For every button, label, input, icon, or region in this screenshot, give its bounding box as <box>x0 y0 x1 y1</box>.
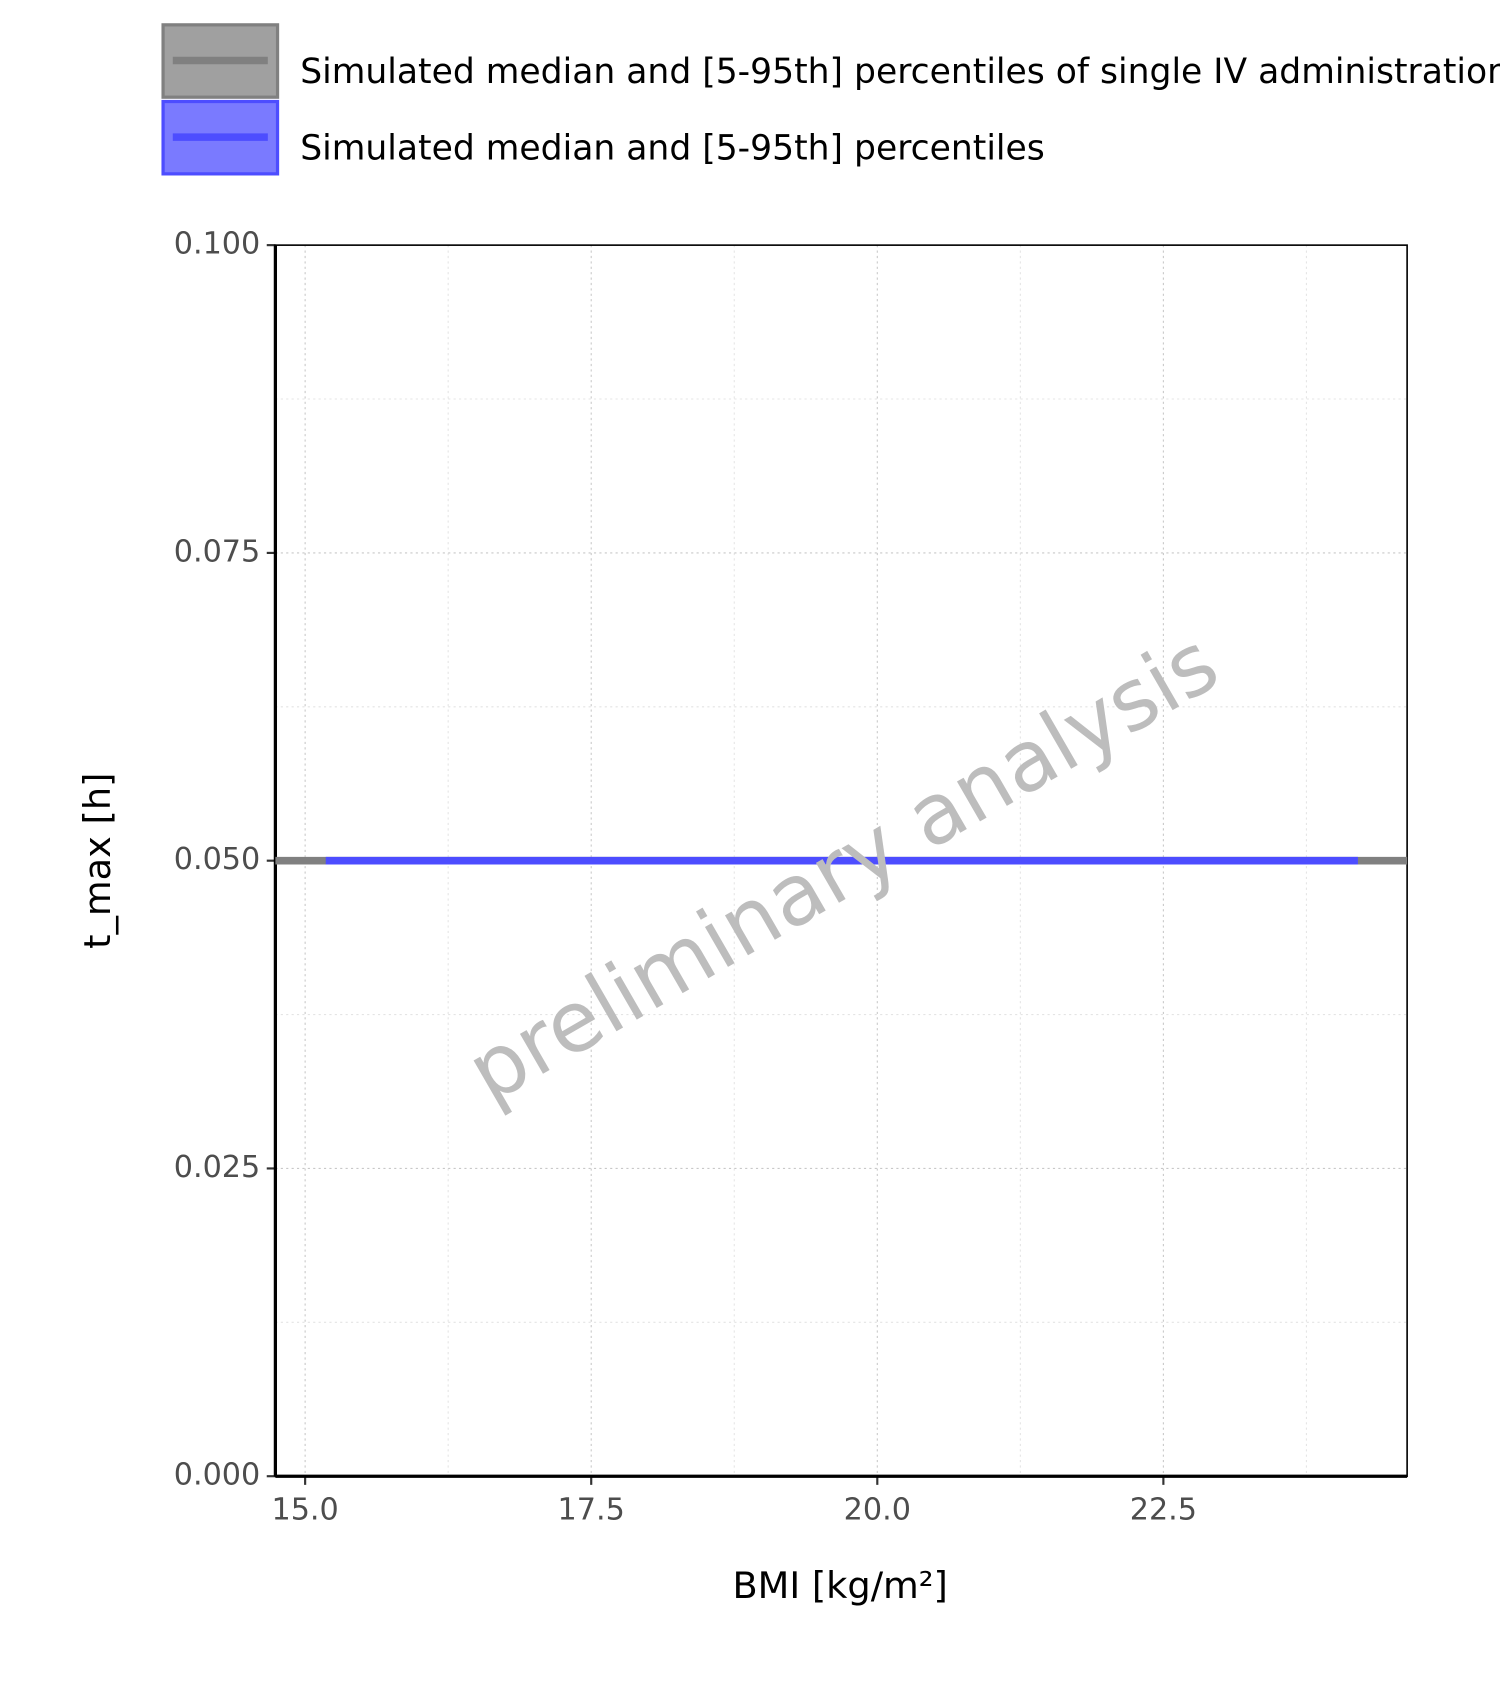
x-tick-label: 22.5 <box>1130 1492 1197 1527</box>
y-tick-label: 0.000 <box>174 1458 261 1493</box>
x-axis-label: BMI [kg/m²] <box>732 1564 947 1607</box>
legend-label: Simulated median and [5-95th] percentile… <box>300 129 1045 169</box>
y-tick-label: 0.075 <box>174 534 261 569</box>
y-axis-label: t_max [h] <box>76 773 119 949</box>
y-tick-label: 0.100 <box>174 227 261 262</box>
y-tick-label: 0.050 <box>174 842 261 877</box>
x-tick-label: 17.5 <box>558 1492 625 1527</box>
y-tick-label: 0.025 <box>174 1150 261 1185</box>
legend-label: Simulated median and [5-95th] percentile… <box>300 52 1500 92</box>
x-tick-label: 15.0 <box>271 1492 338 1527</box>
x-tick-label: 20.0 <box>844 1492 911 1527</box>
